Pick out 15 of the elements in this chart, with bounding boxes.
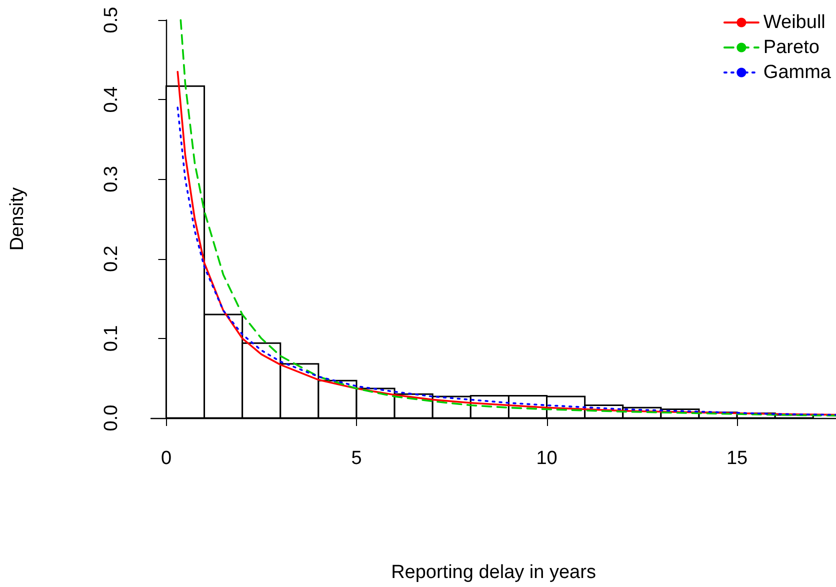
- y-axis-title: Density: [7, 186, 28, 251]
- x-tick-label: 5: [351, 448, 362, 469]
- x-axis-title: Reporting delay in years: [391, 562, 596, 583]
- x-tick-label: 10: [536, 448, 558, 469]
- legend-label: Weibull: [763, 12, 826, 33]
- legend-label: Pareto: [763, 37, 820, 58]
- y-tick-label: 0.3: [101, 166, 122, 192]
- x-tick-label: 15: [726, 448, 748, 469]
- x-tick-label: 0: [160, 448, 172, 469]
- y-tick-label: 0.2: [101, 246, 122, 272]
- legend-label: Gamma: [763, 62, 832, 83]
- y-tick-label: 0.1: [101, 325, 122, 352]
- y-tick-label: 0.5: [101, 6, 122, 34]
- y-tick-label: 0.4: [101, 86, 122, 113]
- y-tick-label: 0.0: [101, 404, 122, 432]
